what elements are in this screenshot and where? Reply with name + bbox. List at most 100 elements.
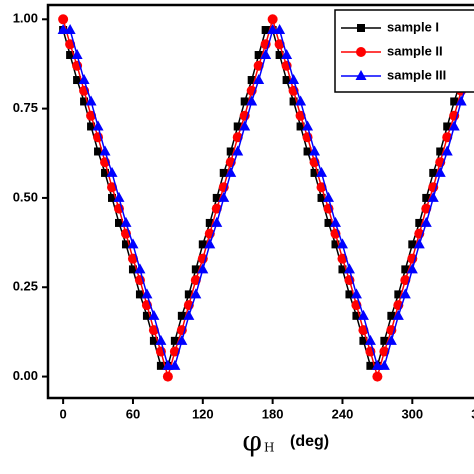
data-point [329,216,341,227]
data-point [80,97,89,106]
data-point [316,182,327,193]
data-point [94,147,103,156]
x-label-subscript: H [264,441,274,455]
data-point [385,334,397,345]
data-point [134,263,146,274]
data-point [295,95,307,106]
data-point [113,191,125,202]
data-point [288,74,300,85]
data-point [359,336,368,345]
data-point [324,218,333,227]
data-point [427,191,439,202]
data-point [219,168,228,177]
data-point [310,168,319,177]
data-point [107,182,118,193]
data-point [408,240,417,249]
data-point [141,288,153,299]
data-point [261,26,270,35]
data-point [309,145,321,156]
legend-label: sample III [387,67,446,82]
data-point [155,334,167,345]
legend-label: sample I [387,19,439,34]
data-point [295,110,306,121]
data-point [387,311,396,320]
data-point [225,166,237,177]
data-point [218,191,230,202]
data-point [358,325,369,336]
data-point [289,97,298,106]
data-point [379,346,390,357]
data-point [378,359,390,370]
data-point [148,309,160,320]
legend: sample I sample II sample III [334,9,474,93]
data-point [176,334,188,345]
data-point [78,74,90,85]
data-point [323,191,335,202]
data-point [87,122,96,131]
data-point [371,359,383,370]
data-point [239,120,251,131]
data-point [71,49,83,60]
data-point [357,309,369,320]
data-point [394,290,403,299]
data-point [66,51,75,60]
data-point [64,24,76,35]
data-point [57,24,69,35]
data-point [267,24,279,35]
data-point [352,311,361,320]
data-point [450,97,459,106]
data-point [240,97,249,106]
data-point [115,218,123,227]
data-point [434,166,446,177]
data-point [149,336,158,345]
data-point [184,290,193,299]
data-point [420,216,432,227]
data-point [86,110,97,121]
data-point [247,76,256,85]
data-point [274,24,286,35]
data-point [364,334,376,345]
data-point [274,39,285,50]
legend-marker [356,47,366,57]
data-point [399,288,411,299]
data-point [441,145,453,156]
data-point [128,265,137,274]
data-point [197,263,209,274]
data-point [127,238,139,249]
data-point [316,166,328,177]
x-label-symbol: φ [242,425,262,458]
data-point [455,95,467,106]
data-point [246,95,258,106]
data-point [169,346,180,357]
y-tick-label: 1.00 [13,11,38,26]
data-point [232,145,244,156]
data-point [190,275,201,286]
data-point [58,14,69,25]
data-point [120,216,132,227]
y-tick-label: 0.00 [13,368,38,383]
data-point [99,145,111,156]
data-point [183,309,195,320]
data-point [366,361,375,370]
data-point [337,253,348,264]
data-point [392,309,404,320]
data-point [331,240,340,249]
data-point [350,288,362,299]
data-point [101,168,110,177]
data-point [204,238,216,249]
legend-marker [355,70,367,80]
data-point [260,49,272,60]
data-point [232,132,243,143]
data-point [448,120,460,131]
data-point [296,122,305,131]
x-tick-label: 120 [192,406,214,421]
data-point [436,147,445,156]
data-point [212,193,221,202]
data-point [338,265,347,274]
data-point [336,238,348,249]
legend-marker [357,24,365,32]
x-tick-label: 360 [471,406,474,421]
data-point [415,218,424,227]
data-point [413,238,425,249]
